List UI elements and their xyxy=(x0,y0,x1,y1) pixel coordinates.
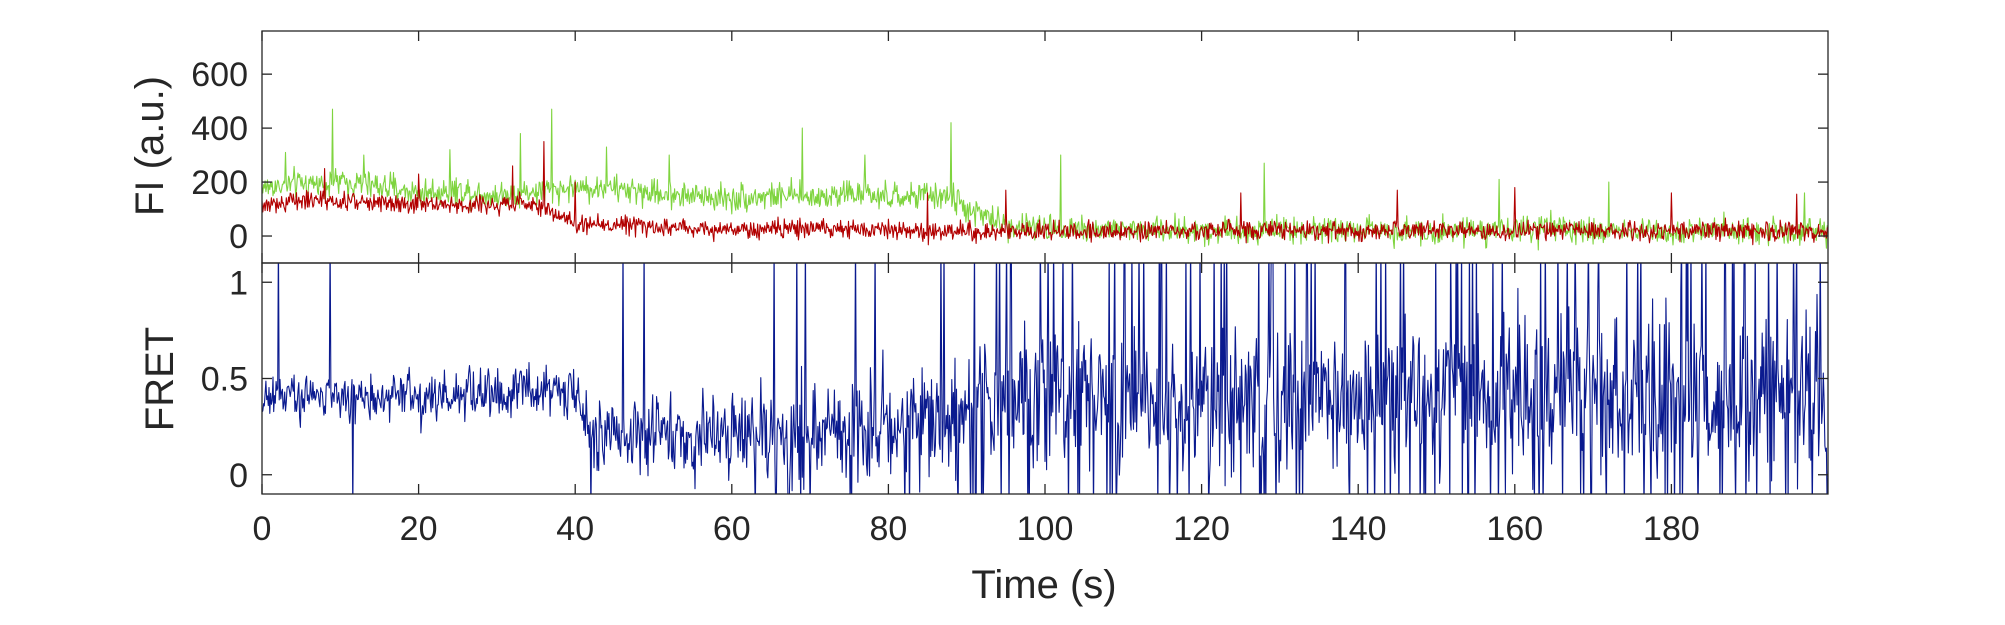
intensity-traces xyxy=(262,108,1828,251)
x-tick-label: 0 xyxy=(253,510,272,548)
y-tick-label: 0 xyxy=(229,218,248,256)
x-tick-label: 80 xyxy=(869,510,907,548)
y-tick-label: 400 xyxy=(191,110,248,148)
fret-panel: 0 20 40 60 80 100 120 140 160 180 0 0.5 1 FRET Time … xyxy=(138,262,1829,607)
y-tick-label: 0 xyxy=(229,457,248,495)
x-tick-label: 140 xyxy=(1330,510,1387,548)
fret-y-axis-label: FRET xyxy=(138,327,182,431)
x-tick-label: 100 xyxy=(1017,510,1074,548)
intensity-ticks: 0 200 400 600 xyxy=(191,31,1828,263)
x-tick-label: 20 xyxy=(400,510,438,548)
x-tick-label: 160 xyxy=(1486,510,1543,548)
fret-traces xyxy=(262,263,1828,494)
fret-series-1 xyxy=(262,263,1828,494)
x-tick-label: 180 xyxy=(1643,510,1700,548)
x-tick-label: 120 xyxy=(1173,510,1230,548)
intensity-series-2 xyxy=(262,141,1828,246)
y-tick-label: 200 xyxy=(191,164,248,202)
x-tick-label: 60 xyxy=(713,510,751,548)
intensity-series-1 xyxy=(262,108,1828,251)
x-tick-label: 40 xyxy=(556,510,594,548)
y-tick-label: 600 xyxy=(191,56,248,94)
time-x-axis-label: Time (s) xyxy=(971,563,1116,607)
fret-ticks: 0 20 40 60 80 100 120 140 160 180 0 0.5 1 xyxy=(201,263,1828,548)
intensity-y-axis-label: FI (a.u.) xyxy=(128,76,172,216)
y-tick-label: 1 xyxy=(229,264,248,302)
y-tick-label: 0.5 xyxy=(201,361,248,399)
intensity-panel: 0 200 400 600 FI (a.u.) xyxy=(128,30,1829,264)
